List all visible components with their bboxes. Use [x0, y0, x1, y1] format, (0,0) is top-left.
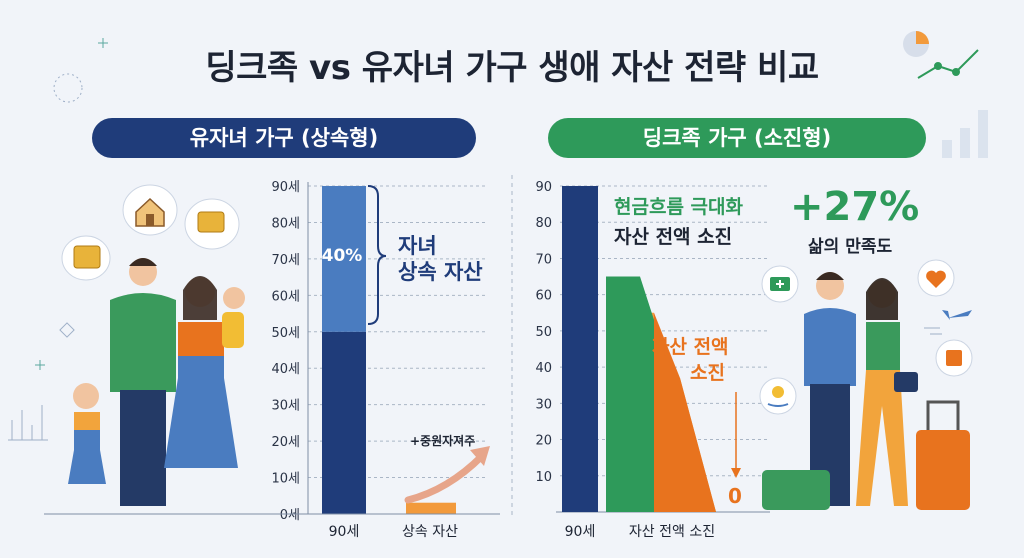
- right-panel-header: 딩크족 가구 (소진형): [548, 118, 926, 158]
- line-chart-icon: [917, 49, 979, 79]
- right-heading-1: 현금흐름 극대화: [614, 196, 743, 218]
- left-brace-label-1: 자녀: [398, 234, 437, 258]
- coins-icon: [61, 198, 240, 281]
- left-y-tick-label: 90세: [271, 180, 300, 195]
- stat-value: +27%: [790, 184, 920, 230]
- left-share-label: 40%: [321, 246, 363, 266]
- suitcase-icon: [935, 339, 973, 377]
- right-y-tick-label: 70: [535, 252, 552, 267]
- left-y-tick-label: 60세: [271, 289, 300, 304]
- growth-arrow: [404, 452, 486, 504]
- left-x-tick-label: 90세: [329, 524, 360, 540]
- left-bar-segment: [322, 331, 366, 514]
- left-small-label: +중원자져주: [410, 434, 476, 448]
- depletion-area-dark: [654, 312, 716, 512]
- right-bar: [562, 186, 598, 512]
- pie-chart-icon: [903, 31, 929, 57]
- right-y-tick-label: 90: [535, 180, 552, 195]
- couple-illustration: [759, 259, 973, 510]
- airplane-icon: [924, 310, 972, 335]
- brace: [367, 185, 387, 325]
- inherit-bar: [406, 502, 456, 514]
- left-y-tick-label: 20세: [271, 435, 300, 450]
- right-x-tick-label: 90세: [565, 524, 596, 540]
- left-y-tick-label: 80세: [271, 216, 300, 231]
- zero-label: 0: [728, 484, 742, 508]
- decor-right-bars: [942, 110, 988, 158]
- left-panel-header: 유자녀 가구 (상속형): [92, 118, 476, 158]
- left-y-tick-label: 70세: [271, 253, 300, 268]
- medical-kit-icon: [761, 265, 799, 303]
- right-y-tick-label: 50: [535, 325, 552, 340]
- money-hand-icon: [759, 377, 797, 415]
- right-y-tick-label: 60: [535, 289, 552, 304]
- house-icon: [122, 184, 178, 236]
- right-y-tick-label: 10: [535, 470, 552, 485]
- right-chart: 10 20 30 40 50 60 70 80 90 90세 자산 전액 소진: [535, 180, 770, 540]
- decor-left: [8, 38, 108, 441]
- depletion-label-1: 자산 전액: [652, 336, 729, 358]
- right-y-tick-label: 40: [535, 361, 552, 376]
- left-y-tick-label: 50세: [271, 326, 300, 341]
- left-bar-segment: [322, 186, 366, 332]
- right-heading-2: 자산 전액 소진: [614, 226, 733, 248]
- growth-arrowhead: [470, 446, 490, 466]
- right-x-tick-label: 자산 전액 소진: [629, 524, 715, 540]
- left-y-tick-label: 30세: [271, 399, 300, 414]
- left-brace-label-2: 상속 자산: [398, 260, 483, 284]
- stat-label: 삶의 만족도: [808, 237, 893, 257]
- left-x-tick-label: 상속 자산: [402, 524, 458, 540]
- right-y-tick-label: 80: [535, 216, 552, 231]
- left-y-tick-label: 10세: [271, 472, 300, 487]
- left-y-tick-label: 40세: [271, 362, 300, 377]
- heart-icon: [917, 259, 955, 297]
- depletion-label-2: 소진: [690, 362, 725, 384]
- depletion-arrowhead: [731, 468, 741, 478]
- right-y-tick-label: 20: [535, 434, 552, 449]
- family-illustration: [61, 184, 245, 506]
- right-y-tick-label: 30: [535, 397, 552, 412]
- left-y-tick-label: 0세: [280, 508, 300, 523]
- page-title: 딩크족 vs 유자녀 가구 생애 자산 전략 비교: [205, 48, 819, 88]
